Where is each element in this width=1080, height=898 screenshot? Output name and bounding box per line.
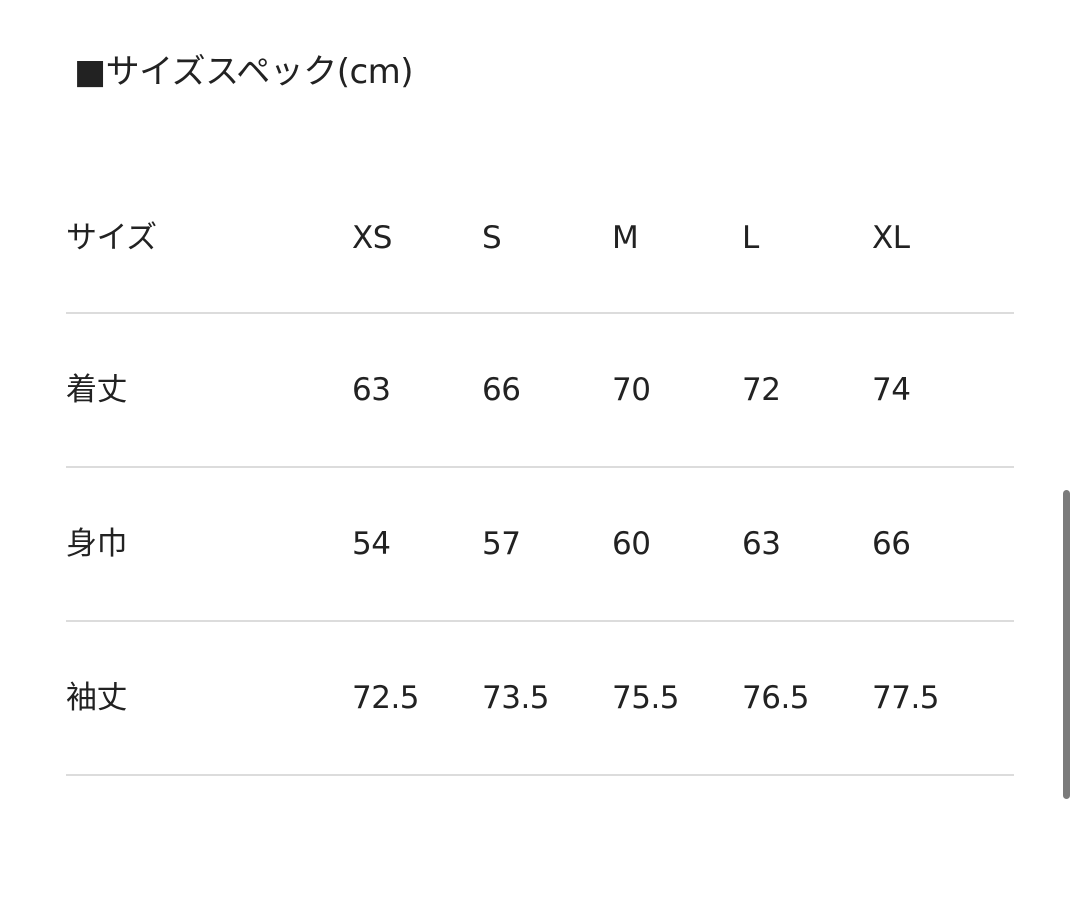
row-label: 袖丈 <box>66 680 128 716</box>
table-cell: 73.5 <box>482 680 550 716</box>
size-spec-title: ■サイズスペック(cm) <box>74 52 414 92</box>
table-cell: 57 <box>482 526 521 562</box>
table-cell: 66 <box>482 372 521 408</box>
table-row: 着丈 63 66 70 72 74 <box>66 314 1014 468</box>
table-cell: 60 <box>612 526 651 562</box>
row-label: 着丈 <box>66 372 128 408</box>
header-cell: XL <box>872 220 910 256</box>
table-cell: 70 <box>612 372 651 408</box>
table-cell: 76.5 <box>742 680 810 716</box>
row-label: 身巾 <box>66 526 128 562</box>
header-cell: L <box>742 220 759 256</box>
table-cell: 63 <box>352 372 391 408</box>
vertical-scrollbar[interactable] <box>1063 490 1070 799</box>
header-cell: XS <box>352 220 392 256</box>
table-cell: 63 <box>742 526 781 562</box>
size-spec-table: サイズ XS S M L XL 着丈 63 66 70 72 74 身巾 54 … <box>66 160 1014 776</box>
header-cell: サイズ <box>66 220 157 256</box>
table-cell: 77.5 <box>872 680 940 716</box>
table-cell: 66 <box>872 526 911 562</box>
header-cell: S <box>482 220 502 256</box>
table-cell: 72.5 <box>352 680 420 716</box>
table-row: 身巾 54 57 60 63 66 <box>66 468 1014 622</box>
header-cell: M <box>612 220 639 256</box>
table-cell: 54 <box>352 526 391 562</box>
table-cell: 75.5 <box>612 680 680 716</box>
table-row: 袖丈 72.5 73.5 75.5 76.5 77.5 <box>66 622 1014 776</box>
table-cell: 74 <box>872 372 911 408</box>
table-header-row: サイズ XS S M L XL <box>66 160 1014 314</box>
table-cell: 72 <box>742 372 781 408</box>
